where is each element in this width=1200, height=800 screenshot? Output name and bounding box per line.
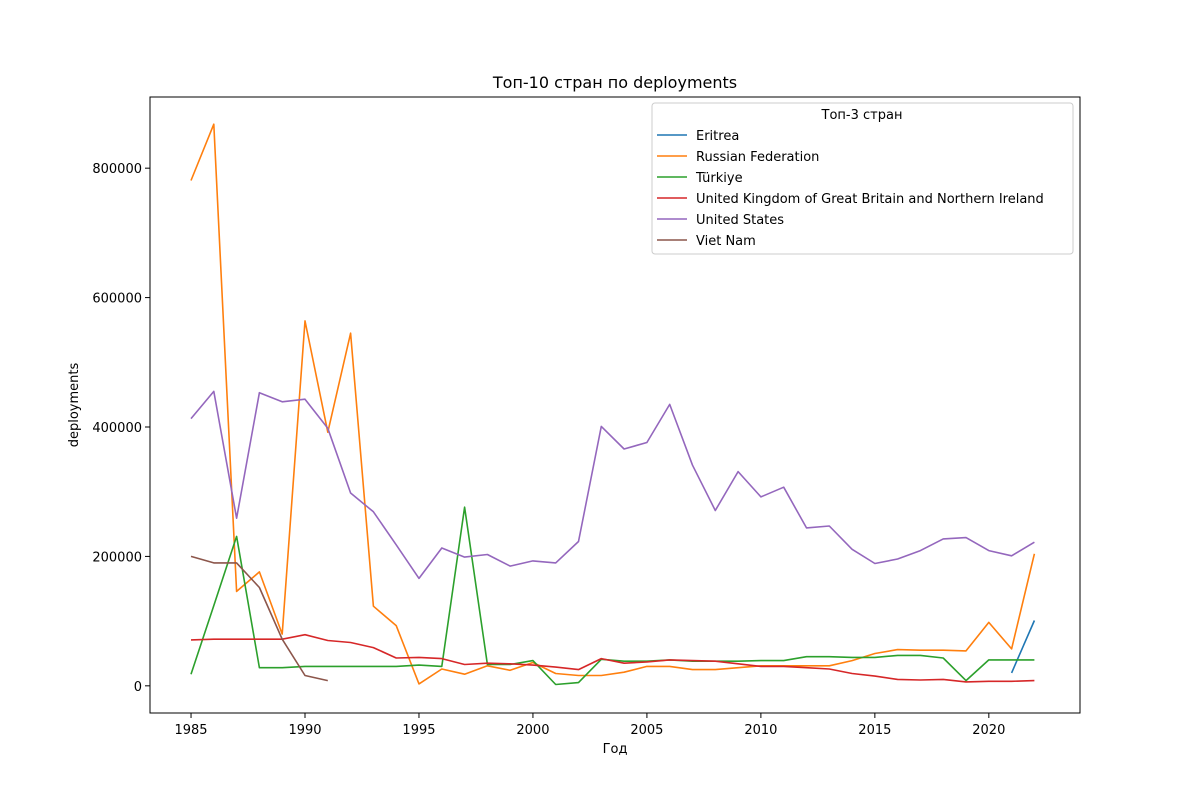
x-tick-label: 2005 [630,723,663,738]
x-tick-label: 2020 [972,723,1005,738]
x-tick-label: 1990 [288,723,321,738]
legend-box [651,102,1074,255]
x-tick-label: 2000 [516,723,549,738]
series-line-united-states [190,390,1035,580]
y-tick-label: 600000 [92,292,142,307]
legend-label: United Kingdom of Great Britain and Nort… [696,192,1044,207]
y-tick-label: 800000 [92,162,142,177]
legend-label: Russian Federation [696,150,819,165]
legend: Топ-3 стран Eritrea Russian Federation Tür… [651,102,1074,255]
y-axis-title: deployments [67,363,82,448]
series-line-eritrea [1010,620,1036,674]
x-tick-label: 1995 [402,723,435,738]
legend-title: Топ-3 стран [821,108,903,123]
legend-items: Eritrea Russian Federation Türkiye United K… [657,129,1044,249]
y-axis: 0 200000 400000 600000 800000 [92,162,150,695]
plot-frame [149,96,1081,714]
x-axis-title: Год [603,742,628,757]
x-tick-label: 1985 [174,723,207,738]
y-tick-label: 400000 [92,421,142,436]
series-line-viet-nam [190,555,328,682]
legend-label: Türkiye [695,171,743,186]
series-layer [190,123,1036,686]
y-tick-label: 0 [134,680,142,695]
x-axis: 1985 1990 1995 2000 2005 2010 2015 2020 [174,713,1005,738]
legend-label: Viet Nam [696,234,756,249]
chart-title: Топ-10 стран по deployments [492,73,737,92]
x-tick-label: 2010 [744,723,777,738]
legend-label: United States [696,213,784,228]
legend-label: Eritrea [696,129,739,144]
series-line-russian-federation [190,123,1036,685]
x-tick-label: 2015 [858,723,891,738]
y-tick-label: 200000 [92,550,142,565]
series-line-united-kingdom-of-great-britain-and-northern-ireland [190,633,1035,683]
